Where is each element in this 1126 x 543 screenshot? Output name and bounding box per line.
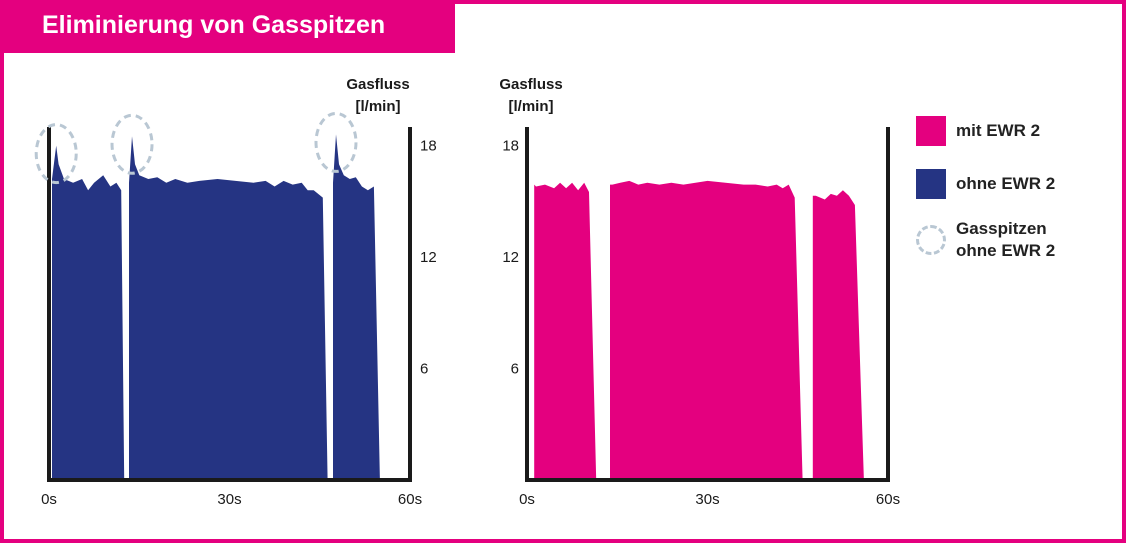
legend-label-spike: Gasspitzen ohne EWR 2 (956, 218, 1055, 262)
legend-swatch-ohne (916, 169, 946, 199)
y-tick-label-1: 6 (420, 361, 428, 378)
flow-area-1-2 (129, 136, 328, 481)
x-tick-label-1: 0s (41, 491, 57, 508)
spike-marker-icon (110, 113, 154, 175)
x-tick-label-2: 60s (876, 491, 900, 508)
page-title: Eliminierung von Gasspitzen (42, 11, 386, 39)
legend-item-ohne: ohne EWR 2 (916, 169, 1055, 199)
y-axis-label-line1-2: Gasfluss (499, 76, 562, 93)
legend-item-spike: Gasspitzen ohne EWR 2 (916, 218, 1055, 262)
legend-item-mit: mit EWR 2 (916, 116, 1040, 146)
legend-swatch-mit (916, 116, 946, 146)
x-tick-label-2: 0s (519, 491, 535, 508)
legend-label-mit: mit EWR 2 (956, 121, 1041, 140)
flow-area-1-1 (52, 145, 125, 480)
spike-marker-icon (314, 111, 358, 173)
legend-label-spike-line2: ohne EWR 2 (956, 241, 1056, 260)
legend-label-spike-line1: Gasspitzen (956, 219, 1047, 238)
title-bar: Eliminierung von Gasspitzen (0, 0, 455, 53)
flow-area-2-1 (534, 182, 597, 480)
legend-dashed-circle-icon (916, 225, 946, 255)
flow-area-2-2 (610, 180, 803, 480)
x-tick-label-2: 30s (695, 491, 719, 508)
y-tick-label-2: 12 (502, 249, 519, 266)
legend-label-ohne: ohne EWR 2 (956, 174, 1056, 193)
flow-area-1-3 (333, 134, 380, 480)
y-axis-label-line2-2: [l/min] (509, 98, 554, 115)
spike-marker-icon (34, 123, 78, 185)
x-tick-label-1: 60s (398, 491, 422, 508)
y-axis-label-line2-1: [l/min] (356, 98, 401, 115)
flow-area-2-3 (812, 190, 864, 480)
y-tick-label-1: 12 (420, 249, 437, 266)
x-tick-label-1: 30s (217, 491, 241, 508)
y-axis-label-line1-1: Gasfluss (346, 76, 409, 93)
y-tick-label-1: 18 (420, 138, 437, 155)
y-tick-label-2: 18 (502, 138, 519, 155)
y-tick-label-2: 6 (511, 361, 519, 378)
